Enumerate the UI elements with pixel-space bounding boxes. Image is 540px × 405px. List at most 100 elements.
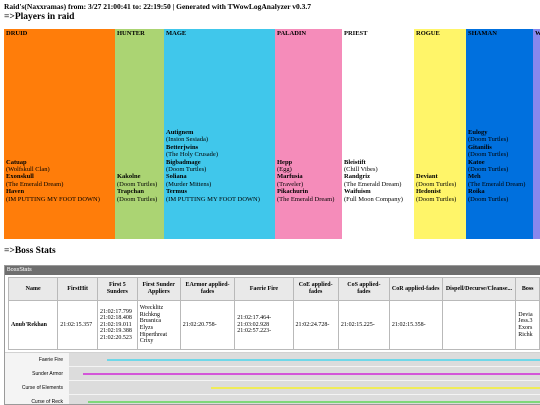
raid-title: Raid's(Naxxramas) from: 3/27 21:00:41 to… xyxy=(4,2,312,11)
earmor-cell: 21:02:20.758- xyxy=(179,300,236,350)
player-guild: (Insion Sesiada) xyxy=(166,136,209,144)
sunder-time: 21:02:20.523 xyxy=(99,334,132,341)
timeline-label: Curse of Elements xyxy=(21,385,63,391)
timeline-bar-curse-of-reck xyxy=(87,401,540,403)
cor-cell: 21:02:15.358- xyxy=(388,300,443,350)
player-guild: (Chill Vibes) xyxy=(344,165,378,173)
player-name: Waifuism xyxy=(344,188,371,196)
faerie-fire-cell: 21:02:17.464- 21:03:02.928 21:02:57.223- xyxy=(234,300,294,350)
sunder-appliers-cell: Wrecklitz Richkng Brusnica Elyzs Hiperth… xyxy=(136,300,181,350)
class-columns: DRUID Catuap (Wolfskull Clan) Exonskull … xyxy=(4,29,540,239)
timeline-label: Curse of Reck xyxy=(31,399,63,405)
timeline-row-curse-of-reck: Curse of Reck xyxy=(5,395,540,405)
player-name: Deviant xyxy=(416,173,438,181)
player-guild: (Doom Turtles) xyxy=(468,165,509,173)
class-header-mage: MAGE xyxy=(166,30,187,37)
player-guild: (The Emerald Dream) xyxy=(468,180,526,188)
debuff-timeline: Faerie Fire Sunder Armor Curse of Elemen… xyxy=(5,352,540,405)
player-name: Kakolne xyxy=(117,173,141,181)
class-body-priest: Bleistift (Chill Vibes) Randgriz (The Em… xyxy=(342,39,414,239)
class-body-warrior xyxy=(533,39,540,239)
applier-name: Wrecklitz xyxy=(139,305,164,312)
class-header-rogue: ROGUE xyxy=(416,30,440,37)
column-header-faerie-fire: Faerie Fire xyxy=(234,277,294,301)
column-header-firsthit: FirstHit xyxy=(57,277,98,301)
player-name: Hepp xyxy=(277,158,293,166)
players-heading: =>Players in raid xyxy=(4,12,75,22)
boss-list-cell: Devia Jess.3 Exors Richk xyxy=(515,300,540,350)
column-header-first-5-sunders: First 5 Sunders xyxy=(96,277,138,301)
class-column-paladin: PALADIN Hepp (Egg) Marfusia (Traveler) P… xyxy=(275,29,342,239)
player-guild: (Egg) xyxy=(277,165,292,173)
player-name: Pikachurin xyxy=(277,188,309,196)
class-header-paladin: PALADIN xyxy=(277,30,307,37)
timeline-label: Faerie Fire xyxy=(38,357,63,363)
player-name: Bleistift xyxy=(344,158,366,166)
player-name: Meh xyxy=(468,173,481,181)
player-guild: (Doom Turtles) xyxy=(416,180,457,188)
column-header-cor: CoR applied-fades xyxy=(388,277,443,301)
timeline-row-curse-of-elements: Curse of Elements xyxy=(5,381,540,395)
player-name: Roika xyxy=(468,188,485,196)
player-guild: (Doom Turtles) xyxy=(117,195,158,203)
player-name: Bigbadmage xyxy=(166,158,201,166)
player-guild: (The Emerald Dream) xyxy=(344,180,402,188)
class-column-rogue: ROGUE Deviant (Doom Turtles) Hedonist (D… xyxy=(414,29,466,239)
player-guild: (Murder Mittens) xyxy=(166,180,212,188)
class-column-priest: PRIEST Bleistift (Chill Vibes) Randgriz … xyxy=(342,29,414,239)
player-guild: (Doom Turtles) xyxy=(416,195,457,203)
class-header-druid: DRUID xyxy=(6,30,28,37)
class-body-hunter: Kakolne (Doom Turtles) Trapchan (Doom Tu… xyxy=(115,39,164,239)
player-name: Hedonist xyxy=(416,188,441,196)
faerie-fire-time: 21:03:02.928 xyxy=(237,321,270,328)
cos-cell: 21:02:15.225- xyxy=(337,300,390,350)
boss-stats-heading: =>Boss Stats xyxy=(4,246,56,256)
column-header-boss: Boss xyxy=(515,277,540,301)
faerie-fire-time: 21:02:57.223- xyxy=(237,328,272,335)
player-name: Eulogy xyxy=(468,128,488,136)
class-column-shaman: SHAMAN Eulogy (Doom Turtles) Gitanilis (… xyxy=(466,29,533,239)
timeline-bar-sunder-armor xyxy=(83,373,540,375)
player-guild: (Doom Turtles) xyxy=(468,151,509,159)
sunder-time: 21:02:18.408 xyxy=(99,315,132,322)
panel-title: BossStats xyxy=(5,266,540,275)
boss-stats-panel: BossStats Name FirstHit First 5 Sunders … xyxy=(4,265,540,405)
class-body-druid: Catuap (Wolfskull Clan) Exonskull (The E… xyxy=(4,39,115,239)
column-header-sunder-appliers: First Sunder Appliers xyxy=(136,277,181,301)
player-guild: (Doom Turtles) xyxy=(117,180,158,188)
timeline-track xyxy=(69,381,540,395)
sunder-time: 21:02:17.799 xyxy=(99,308,132,315)
player-guild: (Wolfskull Clan) xyxy=(6,165,50,173)
player-name: Marfusia xyxy=(277,173,303,181)
boss-list-item: Devia xyxy=(518,311,533,318)
class-column-warrior: W xyxy=(533,29,540,239)
timeline-track xyxy=(69,395,540,404)
class-column-hunter: HUNTER Kakolne (Doom Turtles) Trapchan (… xyxy=(115,29,164,239)
coe-cell: 21:02:24.728- xyxy=(292,300,339,350)
timeline-track xyxy=(69,367,540,381)
timeline-row-faerie-fire: Faerie Fire xyxy=(5,353,540,367)
class-header-shaman: SHAMAN xyxy=(468,30,497,37)
applier-name: Crixy xyxy=(139,338,154,345)
player-guild: (Traveler) xyxy=(277,180,304,188)
class-body-rogue: Deviant (Doom Turtles) Hedonist (Doom Tu… xyxy=(414,39,466,239)
table-row: Anub'Rekhan 21:02:15.357 21:02:17.799 21… xyxy=(7,300,540,350)
player-guild: (Doom Turtles) xyxy=(468,136,509,144)
class-column-mage: MAGE Autignem (Insion Sesiada) Betterjwi… xyxy=(164,29,275,239)
column-header-name: Name xyxy=(7,277,59,301)
player-guild: (IM PUTTING MY FOOT DOWN) xyxy=(166,195,260,203)
timeline-row-sunder-armor: Sunder Armor xyxy=(5,367,540,381)
class-body-shaman: Eulogy (Doom Turtles) Gitanilis (Doom Tu… xyxy=(466,39,533,239)
timeline-bar-curse-of-elements xyxy=(210,387,540,389)
player-guild: (Doom Turtles) xyxy=(166,165,207,173)
player-guild: (Doom Turtles) xyxy=(468,195,509,203)
table-header-row: Name FirstHit First 5 Sunders First Sund… xyxy=(7,277,540,301)
boss-list-item: Richk xyxy=(518,331,533,338)
player-name: Catuap xyxy=(6,158,27,166)
player-guild: (The Holy Crusade) xyxy=(166,151,218,159)
sunder-time: 21:02:19.388 xyxy=(99,328,132,335)
player-name: Haven xyxy=(6,188,25,196)
player-guild: (The Emerald Dream) xyxy=(6,180,64,188)
column-header-coe: CoE applied-fades xyxy=(292,277,339,301)
player-name: Autignem xyxy=(166,128,194,136)
